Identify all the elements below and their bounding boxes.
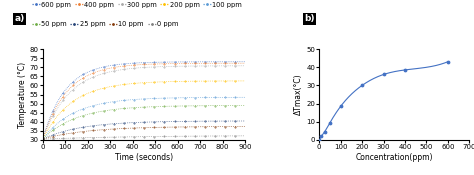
Point xyxy=(444,60,452,63)
Point xyxy=(358,84,366,87)
Point xyxy=(315,139,323,141)
X-axis label: Concentration(ppm): Concentration(ppm) xyxy=(356,153,433,162)
Legend: 600 ppm, 400 ppm, 300 ppm, 200 ppm, 100 ppm: 600 ppm, 400 ppm, 300 ppm, 200 ppm, 100 … xyxy=(32,2,242,8)
Point xyxy=(337,105,345,108)
Point xyxy=(321,130,328,133)
Point xyxy=(326,121,334,124)
Point xyxy=(380,73,387,76)
Y-axis label: Temperature (°C): Temperature (°C) xyxy=(18,61,27,128)
X-axis label: Time (seconds): Time (seconds) xyxy=(115,153,173,162)
Point xyxy=(318,135,325,138)
Text: b): b) xyxy=(304,14,315,23)
Y-axis label: ΔTmax(°C): ΔTmax(°C) xyxy=(294,74,303,115)
Text: a): a) xyxy=(14,14,25,23)
Legend: 50 ppm, 25 ppm, 10 ppm, 0 ppm: 50 ppm, 25 ppm, 10 ppm, 0 ppm xyxy=(32,21,178,27)
Point xyxy=(401,69,409,71)
